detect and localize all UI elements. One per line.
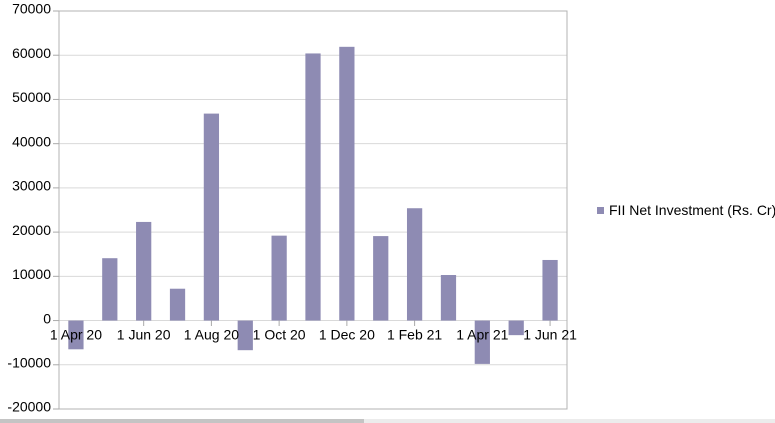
svg-text:50000: 50000 <box>12 89 51 105</box>
svg-text:1 Jun 20: 1 Jun 20 <box>117 327 171 343</box>
svg-text:1 Feb 21: 1 Feb 21 <box>387 327 442 343</box>
svg-text:1 Jun 21: 1 Jun 21 <box>523 327 577 343</box>
svg-text:10000: 10000 <box>12 266 51 282</box>
svg-text:1 Apr 21: 1 Apr 21 <box>456 327 508 343</box>
svg-text:30000: 30000 <box>12 178 51 194</box>
svg-text:20000: 20000 <box>12 222 51 238</box>
svg-text:1 Aug 20: 1 Aug 20 <box>184 327 239 343</box>
svg-text:-20000: -20000 <box>7 399 51 415</box>
svg-text:1 Dec 20: 1 Dec 20 <box>319 327 375 343</box>
svg-text:1 Apr 20: 1 Apr 20 <box>50 327 102 343</box>
svg-text:60000: 60000 <box>12 45 51 61</box>
svg-text:1 Oct 20: 1 Oct 20 <box>253 327 306 343</box>
svg-text:40000: 40000 <box>12 133 51 149</box>
svg-text:70000: 70000 <box>12 1 51 17</box>
svg-text:-10000: -10000 <box>7 354 51 370</box>
svg-text:0: 0 <box>43 310 51 326</box>
